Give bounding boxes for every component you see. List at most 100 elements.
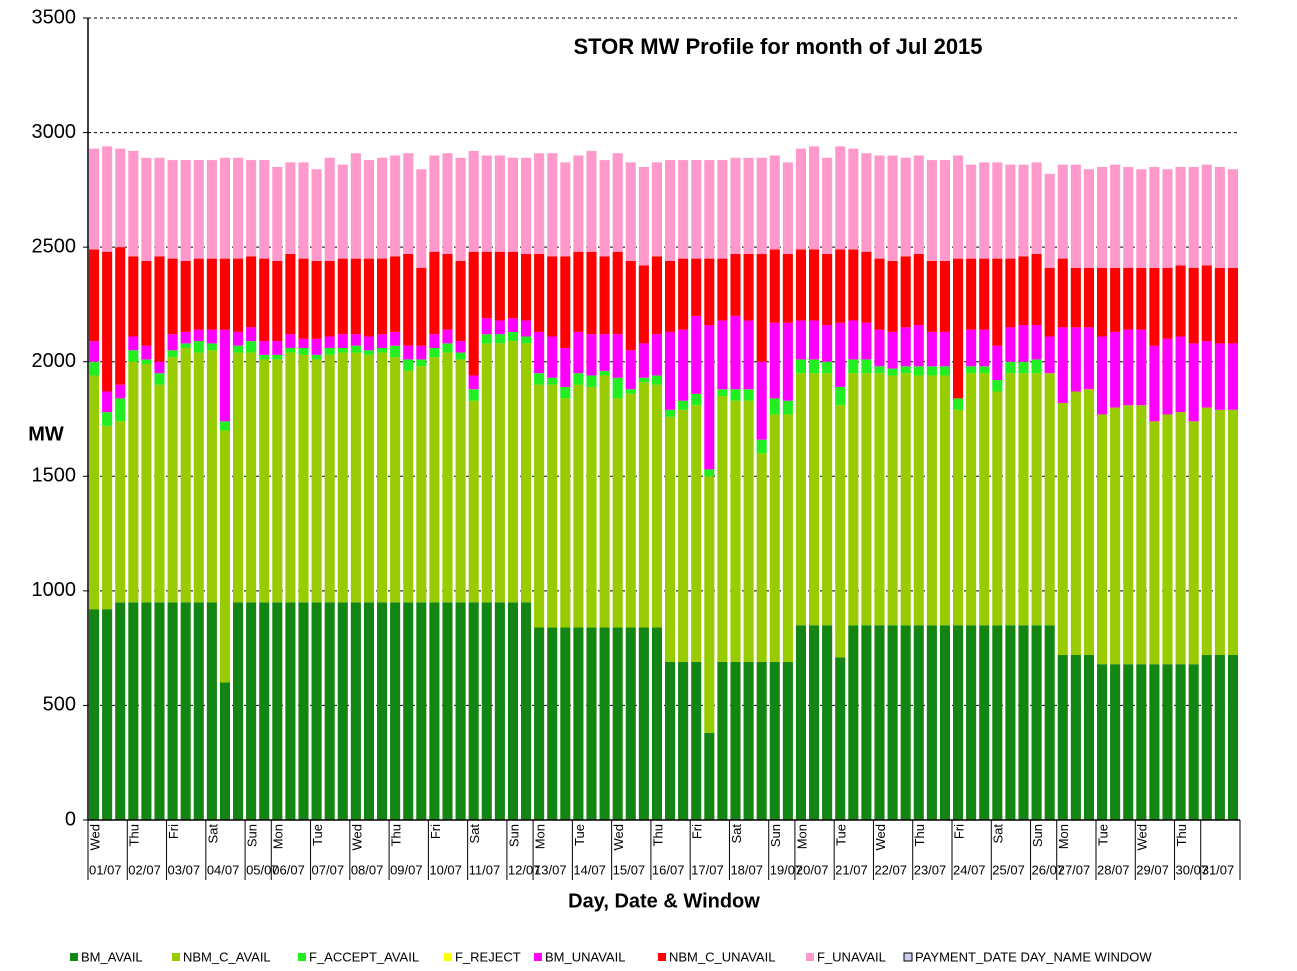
bar-segment xyxy=(1149,166,1160,268)
bar-segment xyxy=(1083,169,1094,268)
bar-segment xyxy=(102,425,113,610)
bar-segment xyxy=(363,354,374,603)
bar-segment xyxy=(233,258,244,332)
bar-segment xyxy=(180,602,191,820)
bar-segment xyxy=(887,625,898,820)
x-tick-label: Sat xyxy=(205,824,220,844)
bar-segment xyxy=(1188,267,1199,344)
bar-segment xyxy=(481,251,492,319)
bar-segment xyxy=(193,160,204,259)
bar-segment xyxy=(324,336,335,348)
bar-segment xyxy=(128,350,139,362)
bar-segment xyxy=(403,153,414,255)
bar-segment xyxy=(233,157,244,259)
bar-segment xyxy=(128,256,139,337)
bar-segment xyxy=(1201,164,1212,266)
bar-segment xyxy=(1070,327,1081,392)
bar-segment xyxy=(468,375,479,390)
bar-segment xyxy=(625,350,636,390)
bar-segment xyxy=(1097,166,1108,268)
legend-swatch xyxy=(444,953,452,961)
bar-segment xyxy=(926,366,937,376)
y-tick-label: 1500 xyxy=(32,465,77,487)
bar-segment xyxy=(1097,414,1108,665)
bar-segment xyxy=(377,258,388,335)
x-tick-label: Wed xyxy=(349,824,364,851)
bar-segment xyxy=(311,354,322,360)
bar-segment xyxy=(979,162,990,259)
bar-segment xyxy=(795,148,806,250)
bar-segment xyxy=(193,352,204,603)
bar-segment xyxy=(285,352,296,603)
x-tick-label: Wed xyxy=(611,824,626,851)
bar-segment xyxy=(154,602,165,820)
bar-segment xyxy=(534,153,545,255)
x-tick-label: Sat xyxy=(467,824,482,844)
bar-segment xyxy=(730,157,741,255)
bar-segment xyxy=(141,359,152,365)
date-label: 21/07 xyxy=(835,862,868,877)
bar-segment xyxy=(795,373,806,626)
date-label: 13/07 xyxy=(534,862,567,877)
bar-segment xyxy=(638,627,649,820)
bar-segment xyxy=(363,258,374,337)
bar-segment xyxy=(691,393,702,406)
bar-segment xyxy=(939,160,950,261)
bar-segment xyxy=(1149,267,1160,346)
bar-segment xyxy=(900,327,911,367)
date-label: 18/07 xyxy=(730,862,763,877)
bar-segment xyxy=(390,256,401,332)
y-tick-label: 0 xyxy=(65,808,76,830)
bar-segment xyxy=(206,160,217,259)
bar-segment xyxy=(1083,389,1094,656)
date-label: 30/07 xyxy=(1176,862,1209,877)
bar-segment xyxy=(913,366,924,376)
x-tick-label: Wed xyxy=(1135,824,1150,851)
x-tick-label: Sun xyxy=(768,824,783,847)
bar-segment xyxy=(363,336,374,351)
bar-segment xyxy=(285,254,296,335)
bar-segment xyxy=(259,602,270,820)
bar-segment xyxy=(939,375,950,626)
bar-segment xyxy=(481,343,492,603)
bar-segment xyxy=(939,331,950,367)
bar-segment xyxy=(89,609,100,820)
bar-segment xyxy=(835,405,846,658)
bar-segment xyxy=(913,375,924,626)
bar-segment xyxy=(756,661,767,820)
bar-segment xyxy=(115,398,126,422)
bar-segment xyxy=(311,260,322,339)
y-tick-label: 1000 xyxy=(32,579,77,601)
date-label: 27/07 xyxy=(1058,862,1091,877)
bar-segment xyxy=(390,602,401,820)
bar-segment xyxy=(586,334,597,376)
bar-segment xyxy=(337,334,348,348)
bar-segment xyxy=(953,258,964,399)
bar-segment xyxy=(350,352,361,603)
bar-segment xyxy=(102,251,113,392)
bar-segment xyxy=(193,341,204,353)
bar-segment xyxy=(874,258,885,330)
legend-label: NBM_C_UNAVAIL xyxy=(669,949,775,964)
bar-segment xyxy=(1175,412,1186,665)
bar-segment xyxy=(455,157,466,261)
bar-segment xyxy=(743,254,754,321)
bar-segment xyxy=(311,338,322,355)
bar-segment xyxy=(141,602,152,820)
bar-segment xyxy=(691,661,702,820)
bar-segment xyxy=(1227,655,1238,820)
bar-segment xyxy=(809,359,820,374)
bar-segment xyxy=(363,350,374,355)
bar-segment xyxy=(259,354,270,360)
bar-segment xyxy=(953,625,964,820)
bar-segment xyxy=(481,334,492,344)
bar-segment xyxy=(822,157,833,255)
bar-segment xyxy=(298,162,309,259)
bar-segment xyxy=(167,334,178,351)
bar-segment xyxy=(874,155,885,259)
bar-segment xyxy=(429,155,440,252)
bar-segment xyxy=(966,258,977,330)
bar-segment xyxy=(534,254,545,332)
bar-segment xyxy=(350,345,361,353)
bar-segment xyxy=(717,389,728,397)
